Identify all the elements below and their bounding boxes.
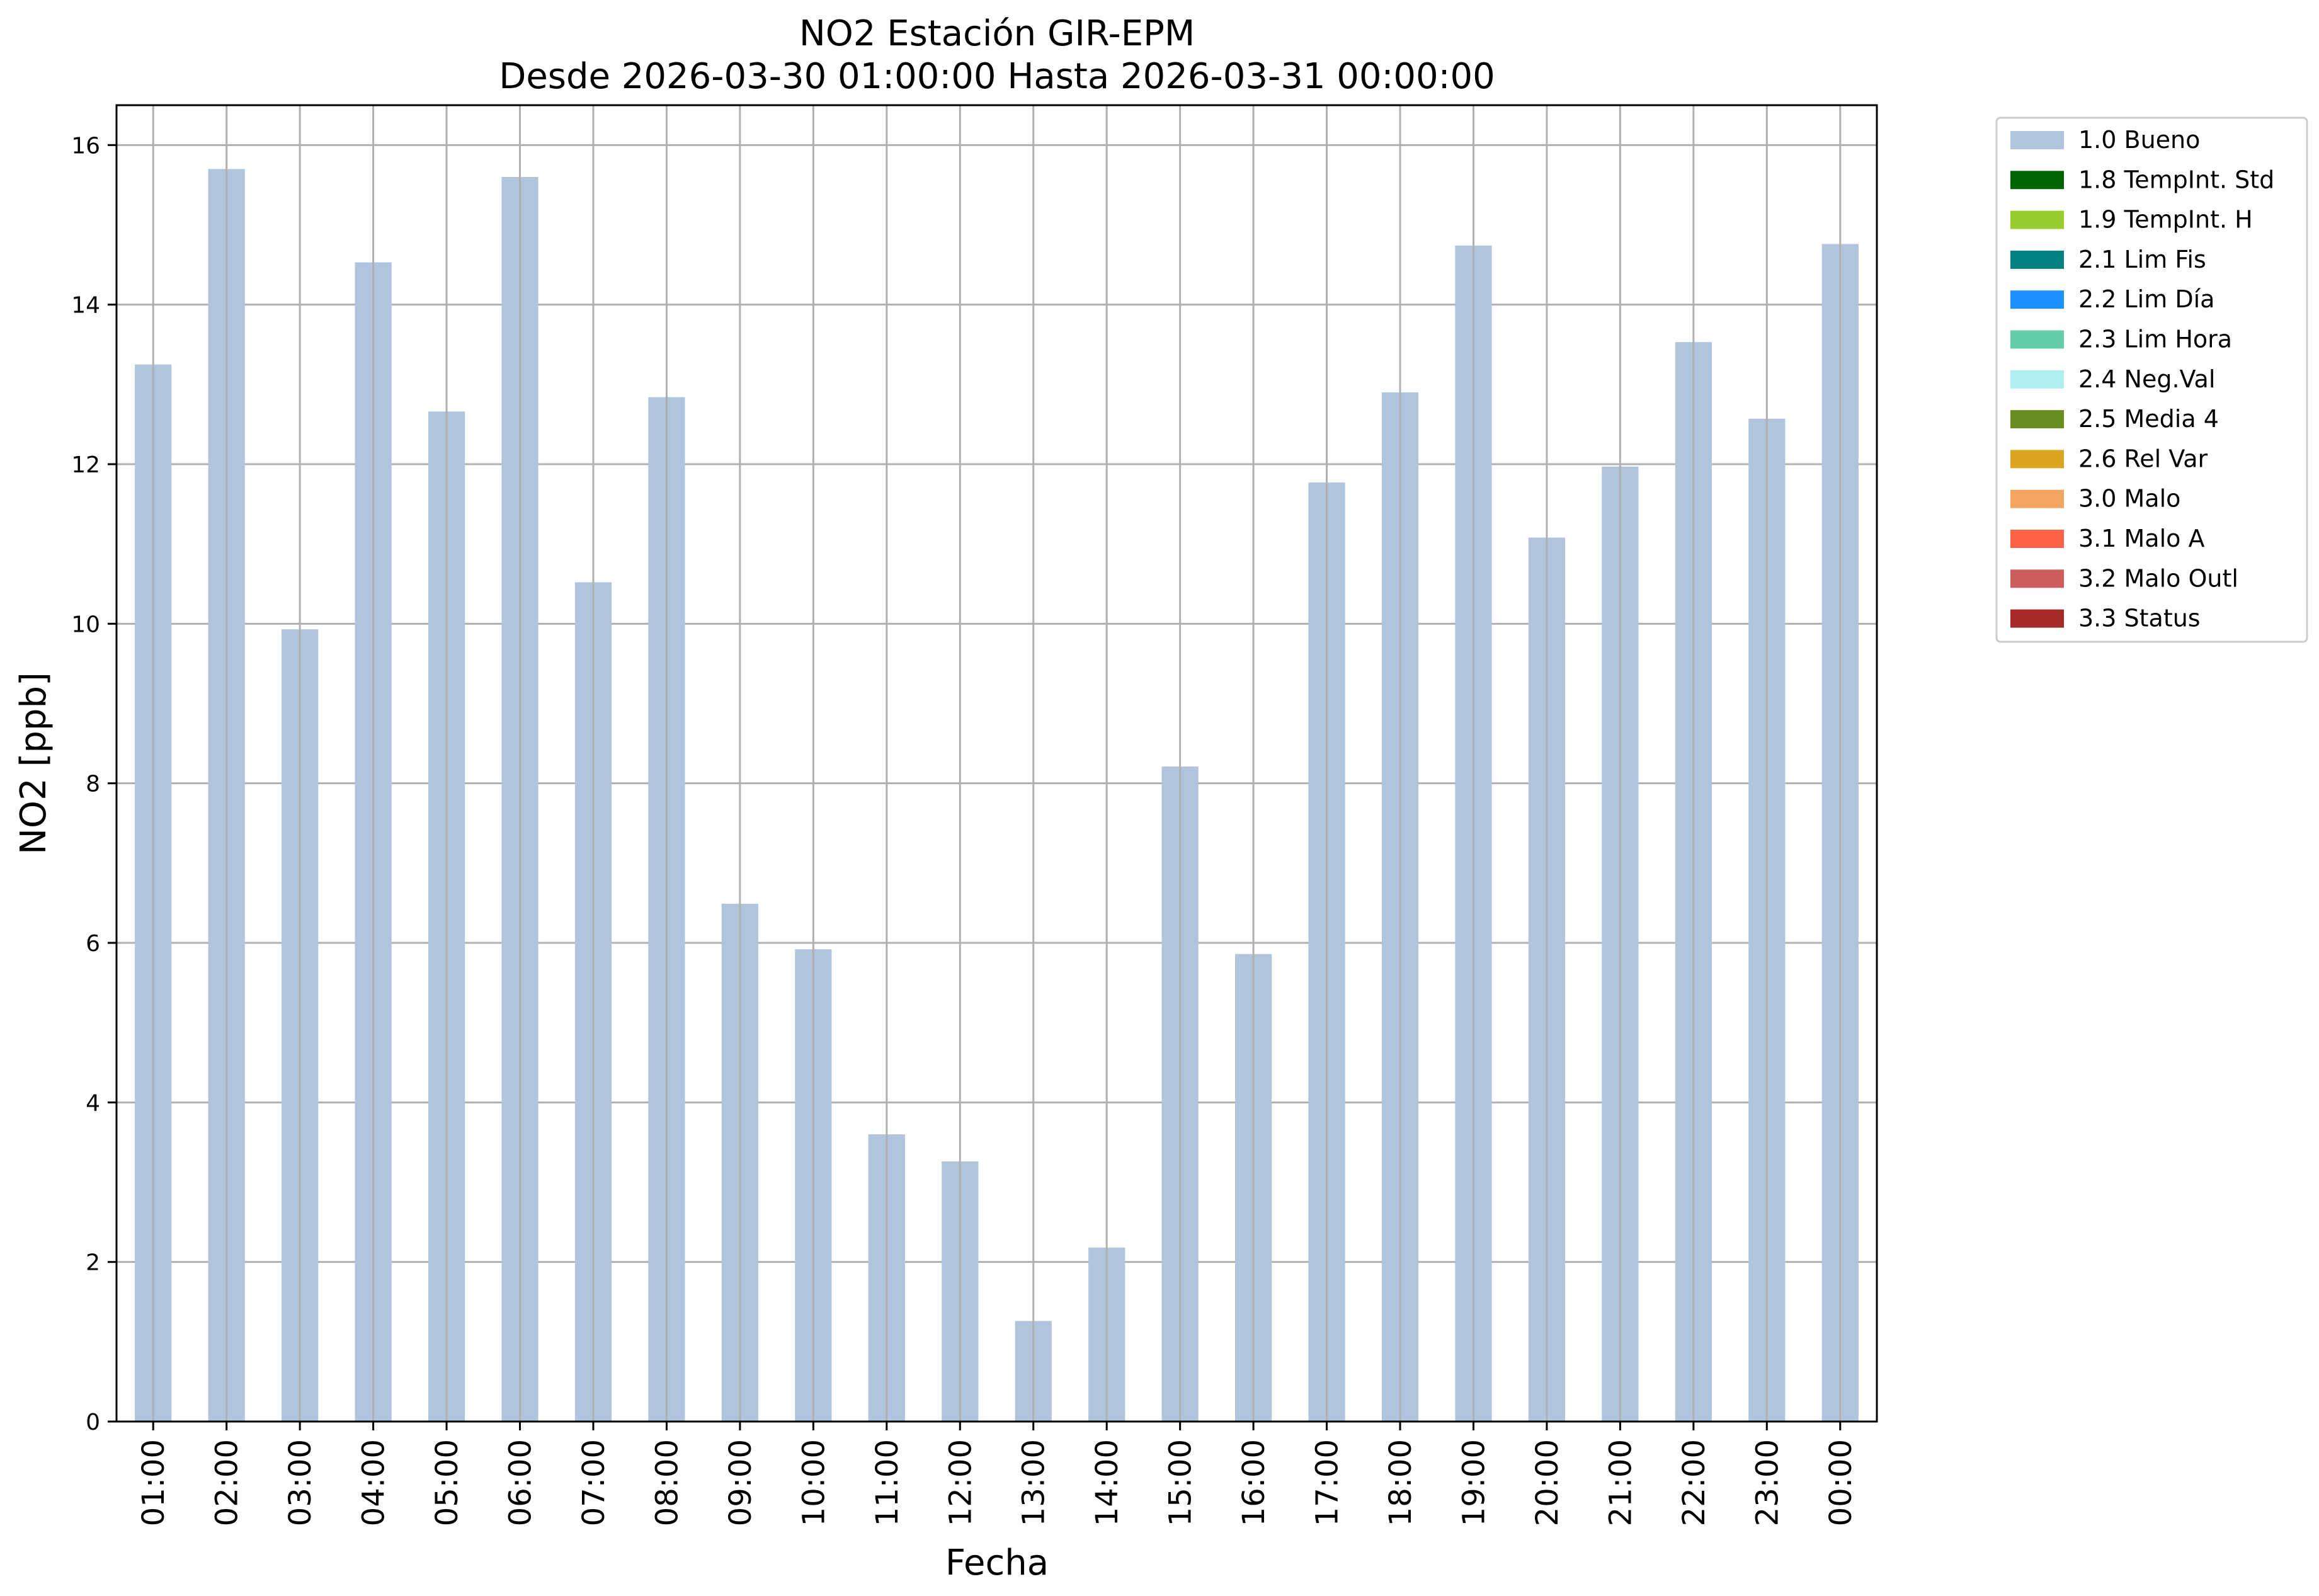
legend-swatch [2010,250,2064,269]
chart-title: NO2 Estación GIR-EPM [799,13,1195,54]
x-tick-label: 17:00 [1310,1439,1345,1526]
y-axis-label: NO2 [ppb] [13,672,54,855]
legend-label: 3.0 Malo [2078,485,2180,513]
y-tick-label: 14 [71,293,100,319]
y-tick-label: 16 [71,133,100,159]
legend-label: 3.1 Malo A [2078,525,2204,552]
legend-label: 3.3 Status [2078,605,2201,632]
bars [135,169,1859,1422]
legend-swatch [2010,171,2064,190]
y-tick-label: 0 [86,1410,100,1435]
x-tick-label: 14:00 [1090,1439,1125,1526]
legend-box [1995,117,2308,643]
x-tick-label: 03:00 [283,1439,318,1526]
legend-label: 2.5 Media 4 [2078,405,2219,433]
y-tick-label: 12 [71,452,100,478]
y-tick-label: 10 [71,612,100,637]
legend-label: 3.2 Malo Outl [2078,564,2238,592]
x-tick-label: 09:00 [723,1439,758,1526]
legend-swatch [2010,131,2064,149]
x-tick-label: 08:00 [649,1439,685,1526]
x-tick-label: 16:00 [1236,1439,1272,1526]
x-tick-label: 12:00 [943,1439,978,1526]
x-tick-label: 22:00 [1677,1439,1712,1526]
legend-label: 2.4 Neg.Val [2078,365,2215,393]
x-tick-label: 15:00 [1163,1439,1199,1526]
legend-label: 2.3 Lim Hora [2078,326,2232,353]
x-tick-label: 11:00 [870,1439,905,1526]
y-tick-label: 8 [86,772,100,797]
x-tick-label: 06:00 [503,1439,538,1526]
legend-swatch [2010,410,2064,429]
legend-swatch [2010,370,2064,389]
x-tick-label: 23:00 [1750,1439,1785,1526]
legend-label: 1.9 TempInt. H [2078,206,2253,234]
x-axis-label: Fecha [945,1542,1049,1583]
y-tick-label: 2 [86,1250,100,1276]
x-tick-label: 05:00 [430,1439,465,1526]
x-tick-label: 04:00 [356,1439,392,1526]
x-axis: 01:00 02:00 03:00 04:00 05:00 06:00 07:00 08:00… [136,1422,1859,1526]
legend-swatch [2010,330,2064,349]
legend-label: 2.1 Lim Fis [2078,246,2206,273]
legend-swatch [2010,569,2064,588]
x-tick-label: 18:00 [1383,1439,1418,1526]
legend-swatch [2010,609,2064,628]
x-tick-label: 10:00 [796,1439,831,1526]
legend-label: 1.0 Bueno [2078,126,2200,154]
x-tick-label: 00:00 [1823,1439,1859,1526]
x-tick-label: 02:00 [210,1439,245,1526]
x-tick-label: 07:00 [576,1439,612,1526]
legend-swatch [2010,450,2064,469]
x-tick-label: 19:00 [1456,1439,1491,1526]
y-axis: 0 2 4 6 8 10 12 14 16 [71,133,117,1435]
y-tick-label: 4 [86,1090,100,1116]
legend-label: 1.8 TempInt. Std [2078,166,2274,193]
chart-subtitle: Desde 2026-03-30 01:00:00 Hasta 2026-03-… [499,56,1495,97]
y-tick-label: 6 [86,931,100,957]
x-tick-label: 20:00 [1530,1439,1565,1526]
legend-swatch [2010,489,2064,508]
vertical-grid [152,105,1842,1422]
legend-label: 2.2 Lim Día [2078,285,2214,313]
x-tick-label: 13:00 [1017,1439,1052,1526]
legend-label: 2.6 Rel Var [2078,445,2208,472]
legend: 1.0 Bueno 1.8 TempInt. Std 1.9 TempInt. H 2… [1995,117,2308,643]
grid [117,144,1877,1423]
x-tick-label: 01:00 [136,1439,171,1526]
x-tick-label: 21:00 [1603,1439,1638,1526]
legend-swatch [2010,210,2064,229]
legend-swatch [2010,290,2064,309]
legend-swatch [2010,530,2064,548]
plot-area-frame [115,104,1878,1423]
